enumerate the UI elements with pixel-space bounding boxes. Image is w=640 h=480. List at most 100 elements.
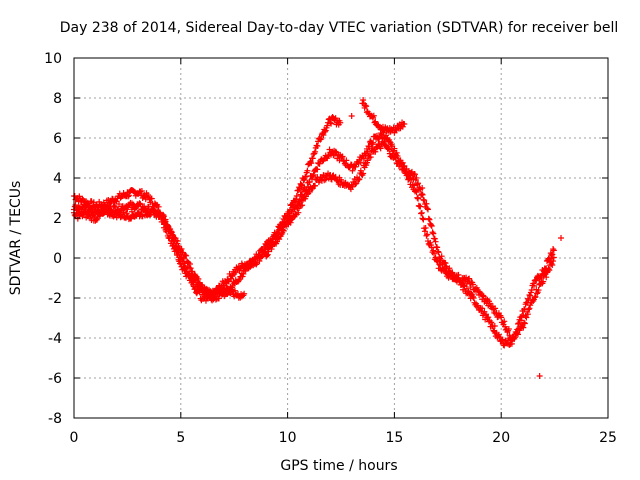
data-point [521, 306, 528, 313]
data-point [295, 209, 302, 216]
data-point [90, 199, 97, 206]
data-point [241, 268, 248, 275]
data-point [206, 290, 213, 297]
data-point [280, 227, 287, 234]
data-point [430, 247, 437, 254]
data-point [254, 254, 261, 261]
data-point [174, 251, 181, 258]
data-point [320, 132, 327, 139]
data-point [355, 176, 362, 183]
data-point [173, 248, 180, 255]
data-point [470, 295, 477, 302]
data-point [111, 202, 118, 209]
data-point [436, 261, 443, 268]
data-point [422, 224, 429, 231]
data-point [168, 238, 175, 245]
data-point [324, 122, 331, 129]
y-tick-label: -4 [48, 331, 62, 347]
data-point [431, 235, 438, 242]
data-point [74, 215, 81, 222]
data-point [486, 300, 493, 307]
data-point [276, 236, 283, 243]
data-point [397, 159, 404, 166]
data-point [520, 312, 527, 319]
axis-ticks: 0 5 10 15 20 25 -8 -6 -4 -2 0 2 4 6 8 10 [44, 51, 617, 446]
data-point [466, 275, 473, 282]
outlier-point [348, 113, 355, 119]
data-point [293, 192, 300, 199]
x-tick-label: 5 [176, 430, 185, 446]
x-tick-label: 15 [385, 430, 403, 446]
data-point [172, 244, 179, 251]
data-point [479, 292, 486, 299]
y-tick-label: 4 [53, 171, 62, 187]
data-point [312, 148, 319, 155]
data-point [550, 247, 557, 254]
data-point [525, 297, 532, 304]
outlier-point [536, 373, 543, 379]
data-point [518, 317, 525, 324]
data-point [391, 145, 398, 152]
data-point [363, 103, 370, 110]
data-point [167, 232, 174, 239]
data-point [84, 199, 91, 206]
series-3 [71, 138, 557, 349]
data-point [505, 335, 512, 342]
data-point [419, 215, 426, 222]
y-tick-label: -8 [48, 411, 62, 427]
outlier-point [419, 185, 426, 191]
data-point [218, 290, 225, 297]
data-point [250, 260, 257, 267]
data-point [357, 159, 364, 166]
data-point [94, 215, 101, 222]
x-tick-label: 0 [70, 430, 79, 446]
data-point [326, 146, 333, 153]
data-point [123, 210, 130, 217]
data-point [549, 262, 556, 269]
data-point [424, 205, 431, 212]
data-point [128, 208, 135, 215]
data-point [435, 249, 442, 256]
data-point [531, 282, 538, 289]
data-point [370, 139, 377, 146]
data-point [309, 155, 316, 162]
data-point [174, 237, 181, 244]
data-point [337, 119, 344, 126]
data-point [420, 196, 427, 203]
data-point [423, 200, 430, 207]
data-point [328, 120, 335, 127]
data-point [256, 251, 263, 258]
data-point [543, 274, 550, 281]
data-point [460, 282, 467, 289]
data-point [125, 193, 132, 200]
data-point [222, 280, 229, 287]
data-point [309, 173, 316, 180]
data-point [434, 244, 441, 251]
data-point [182, 252, 189, 259]
chart-title: Day 238 of 2014, Sidereal Day-to-day VTE… [60, 20, 619, 36]
data-point [414, 181, 421, 188]
data-point [241, 290, 248, 297]
data-point [482, 311, 489, 318]
x-tick-label: 20 [492, 430, 510, 446]
data-point [418, 210, 425, 217]
data-point [542, 266, 549, 273]
y-tick-label: 2 [53, 211, 62, 227]
data-point [116, 201, 123, 208]
data-point [314, 142, 321, 149]
data-point [183, 252, 190, 259]
data-point [178, 245, 185, 252]
data-point [420, 216, 427, 223]
y-tick-label: 0 [53, 251, 62, 267]
data-point [148, 195, 155, 202]
data-point [372, 118, 379, 125]
data-point [136, 200, 143, 207]
data-point [332, 173, 339, 180]
plot-frame [73, 57, 609, 419]
data-point [120, 209, 127, 216]
data-point [479, 305, 486, 312]
data-point [145, 203, 152, 210]
data-point [339, 153, 346, 160]
